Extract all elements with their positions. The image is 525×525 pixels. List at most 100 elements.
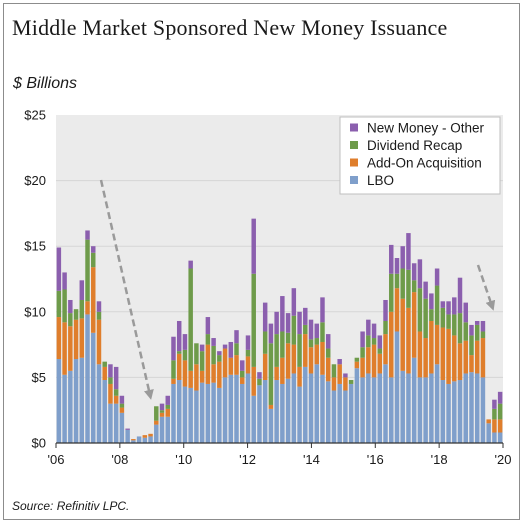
- bar-other: [337, 359, 342, 365]
- bar-lbo: [68, 370, 73, 443]
- bar-lbo: [56, 359, 62, 443]
- bar-other: [217, 351, 222, 356]
- bar-addon: [131, 439, 136, 441]
- bar-addon: [240, 377, 245, 384]
- bar-recap: [102, 361, 107, 367]
- bar-addon: [56, 317, 62, 360]
- chart-subtitle: $ Billions: [13, 75, 78, 92]
- bar-lbo: [446, 383, 451, 443]
- bar-addon: [68, 326, 73, 371]
- bar-addon: [262, 353, 268, 381]
- legend-swatch-lbo: [350, 176, 358, 184]
- bar-other: [119, 395, 125, 404]
- x-tick-label: '14: [303, 452, 320, 467]
- bar-other: [366, 319, 371, 336]
- bar-addon: [96, 319, 102, 365]
- bar-recap: [182, 349, 188, 361]
- bar-other: [411, 263, 417, 281]
- bar-lbo: [262, 380, 268, 443]
- bar-lbo: [142, 437, 148, 443]
- bar-other: [222, 344, 228, 349]
- y-tick-label: $5: [32, 370, 46, 385]
- legend: New Money - Other Dividend Recap Add-On Ac…: [339, 116, 501, 195]
- legend-label-other: New Money - Other: [367, 121, 485, 136]
- x-tick-label: '06: [48, 452, 65, 467]
- bar-recap: [188, 268, 193, 371]
- bar-other: [280, 296, 285, 332]
- bar-addon: [320, 341, 325, 375]
- bar-lbo: [102, 380, 107, 443]
- bar-lbo: [331, 390, 337, 443]
- bar-addon: [199, 370, 205, 383]
- bar-other: [182, 334, 188, 350]
- bar-addon: [222, 348, 228, 378]
- bar-addon: [188, 370, 193, 388]
- legend-swatch-other: [350, 123, 358, 132]
- bar-other: [297, 311, 302, 335]
- bar-lbo: [285, 378, 291, 443]
- bar-recap: [377, 348, 383, 354]
- bar-lbo: [469, 372, 474, 443]
- bar-lbo: [171, 383, 176, 443]
- legend-label-lbo: LBO: [367, 173, 394, 188]
- bar-lbo: [389, 377, 394, 443]
- bar-other: [417, 259, 423, 289]
- bar-recap: [285, 332, 291, 344]
- bar-other: [257, 372, 262, 379]
- bar-recap: [262, 331, 268, 354]
- chart-title: Middle Market Sponsored New Money Issuan…: [12, 15, 448, 40]
- bar-addon: [91, 267, 96, 333]
- bar-lbo: [497, 432, 503, 443]
- y-tick-label: $0: [32, 436, 46, 451]
- bar-other: [113, 366, 119, 390]
- bar-other: [251, 218, 256, 274]
- bar-lbo: [463, 373, 468, 443]
- bar-lbo: [165, 416, 170, 443]
- bar-other: [423, 281, 428, 299]
- bar-other: [474, 320, 480, 325]
- bar-lbo: [148, 436, 153, 443]
- bar-recap: [274, 334, 279, 367]
- bar-recap: [91, 252, 96, 268]
- bar-lbo: [486, 423, 491, 443]
- x-tick-label: '18: [431, 452, 448, 467]
- bar-lbo: [91, 332, 96, 443]
- bar-lbo: [314, 364, 319, 443]
- bar-other: [360, 331, 365, 348]
- bar-addon: [73, 319, 79, 360]
- bar-addon: [366, 347, 371, 374]
- bar-addon: [194, 364, 199, 391]
- bar-addon: [251, 366, 256, 396]
- bar-recap: [411, 280, 417, 293]
- bar-lbo: [96, 364, 102, 443]
- bar-lbo: [480, 377, 486, 443]
- bar-addon: [274, 366, 279, 381]
- bar-lbo: [159, 416, 165, 443]
- bar-recap: [154, 406, 159, 421]
- bar-recap: [320, 322, 325, 342]
- bar-addon: [62, 322, 67, 375]
- x-tick-label: '16: [367, 452, 384, 467]
- bar-lbo: [366, 373, 371, 443]
- bar-addon: [360, 357, 365, 378]
- bar-recap: [423, 298, 428, 339]
- bar-recap: [383, 320, 388, 335]
- bar-lbo: [154, 424, 159, 443]
- bar-addon: [165, 408, 170, 417]
- bar-addon: [457, 343, 463, 381]
- legend-swatch-addon: [350, 158, 358, 167]
- bar-lbo: [337, 383, 342, 443]
- bar-recap: [291, 315, 297, 345]
- bar-other: [406, 233, 411, 270]
- bar-lbo: [474, 373, 480, 443]
- bar-other: [325, 334, 331, 349]
- bar-addon: [463, 340, 468, 374]
- bar-addon: [377, 353, 383, 374]
- bar-other: [245, 335, 251, 350]
- bar-lbo: [113, 403, 119, 443]
- bar-recap: [194, 343, 199, 365]
- bar-recap: [469, 335, 474, 356]
- bar-addon: [354, 361, 360, 369]
- bar-addon: [119, 407, 125, 413]
- bar-other: [429, 293, 434, 310]
